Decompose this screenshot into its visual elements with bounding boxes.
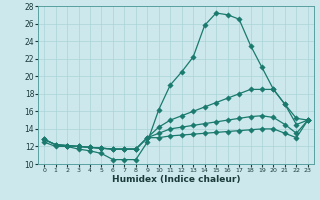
X-axis label: Humidex (Indice chaleur): Humidex (Indice chaleur) (112, 175, 240, 184)
